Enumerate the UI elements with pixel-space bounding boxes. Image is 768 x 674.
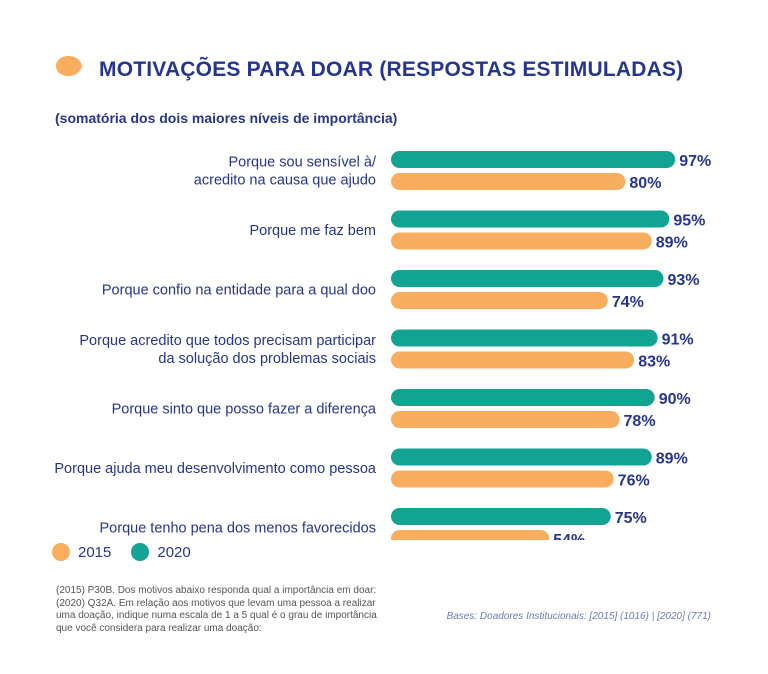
- chart-subtitle: (somatória dos dois maiores níveis de im…: [55, 110, 398, 126]
- bar-2015: [391, 292, 608, 309]
- data-label-2020: 89%: [656, 451, 688, 468]
- data-label-2015: 80%: [629, 175, 661, 192]
- data-label-2020: 95%: [673, 213, 705, 230]
- data-label-2015: 89%: [656, 235, 688, 252]
- bar-2020: [391, 508, 611, 525]
- category-label: Porque sou sensível à/acredito na causa …: [194, 155, 377, 189]
- bar-2015: [391, 470, 614, 488]
- bar-2020: [391, 329, 658, 347]
- chart-title: MOTIVAÇÕES PARA DOAR (RESPOSTAS ESTIMULA…: [99, 58, 684, 81]
- bar-2015: [391, 530, 550, 540]
- data-label-2020: 91%: [662, 332, 694, 349]
- bar-2015: [391, 411, 620, 428]
- data-label-2015: 54%: [553, 532, 585, 540]
- bar-2020: [391, 448, 652, 466]
- bar-2015: [391, 173, 626, 190]
- legend-dot-2015: [52, 543, 70, 561]
- category-label: Porque sinto que posso fazer a diferença: [112, 402, 377, 418]
- legend-label-2015: 2015: [78, 543, 112, 561]
- data-label-2015: 74%: [612, 294, 644, 311]
- data-label-2015: 78%: [624, 413, 656, 430]
- bar-2020: [391, 210, 670, 228]
- footnote: (2015) P30B. Dos motivos abaixo responda…: [56, 585, 377, 634]
- data-label-2020: 97%: [679, 153, 711, 170]
- data-label-2020: 75%: [615, 510, 647, 527]
- bar-2020: [391, 151, 676, 168]
- category-label: Porque tenho pena dos menos favorecidos: [100, 521, 377, 537]
- legend: 2015 2020: [52, 541, 211, 563]
- bases-note: Bases: Doadores Institucionais: [2015] (…: [446, 611, 711, 622]
- title-drop-icon: [56, 56, 82, 76]
- bar-2015: [391, 232, 652, 250]
- data-label-2015: 76%: [618, 473, 650, 490]
- category-label: Porque acredito que todos precisam parti…: [79, 333, 376, 367]
- data-label-2015: 83%: [638, 354, 670, 371]
- bar-2020: [391, 389, 655, 406]
- data-label-2020: 90%: [659, 391, 691, 408]
- legend-label-2020: 2020: [157, 543, 191, 561]
- legend-dot-2020: [131, 543, 150, 561]
- bar-chart: Porque sou sensível à/acredito na causa …: [54, 151, 711, 540]
- data-label-2020: 93%: [667, 272, 699, 289]
- bar-2015: [391, 351, 635, 369]
- category-label: Porque me faz bem: [249, 223, 376, 239]
- category-label: Porque ajuda meu desenvolvimento como pe…: [54, 461, 377, 477]
- bar-2020: [391, 270, 664, 287]
- category-label: Porque confio na entidade para a qual do…: [102, 283, 376, 299]
